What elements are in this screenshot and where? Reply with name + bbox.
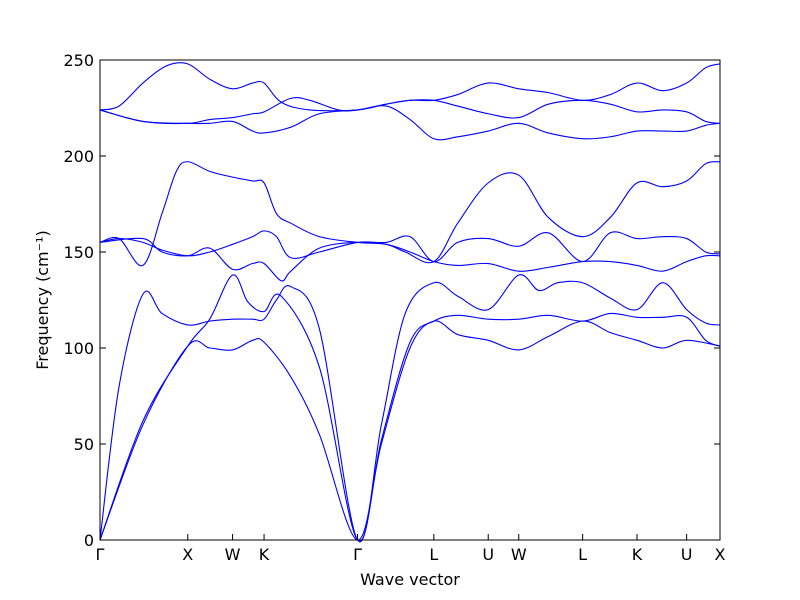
y-tick-label: 50 <box>74 435 94 454</box>
x-axis-label: Wave vector <box>360 570 460 589</box>
x-tick-label: L <box>578 545 587 564</box>
x-tick-label: X <box>715 545 726 564</box>
y-axis-label: Frequency (cm⁻¹) <box>33 230 52 369</box>
band-line-5 <box>99 230 721 263</box>
band-line-1 <box>99 320 721 541</box>
plot-frame <box>99 59 721 541</box>
x-tick-label: U <box>482 545 494 564</box>
band-line-6 <box>99 237 721 282</box>
band-line-7 <box>99 105 721 141</box>
plot-background <box>100 60 720 540</box>
x-tick-label: W <box>511 545 527 564</box>
x-tick-label: L <box>429 545 438 564</box>
y-tick-label: 200 <box>63 147 94 166</box>
x-tick-label: K <box>632 545 643 564</box>
x-tick-label: U <box>681 545 693 564</box>
y-tick-label: 150 <box>63 243 94 262</box>
x-tick-label: Γ <box>353 545 362 564</box>
band-line-3 <box>99 274 721 543</box>
x-tick-label: K <box>259 545 270 564</box>
x-tick-label: W <box>225 545 241 564</box>
x-tick-label: X <box>182 545 193 564</box>
y-tick-label: 250 <box>63 51 94 70</box>
y-tick-label: 0 <box>84 531 94 550</box>
y-tick-label: 100 <box>63 339 94 358</box>
band-line-2 <box>99 274 721 542</box>
band-line-9 <box>99 62 721 112</box>
band-lines <box>99 62 721 543</box>
y-axis-ticks: 0 50 100 150 200 250 <box>63 51 720 550</box>
band-line-4 <box>99 161 721 267</box>
x-tick-label: Γ <box>96 545 105 564</box>
